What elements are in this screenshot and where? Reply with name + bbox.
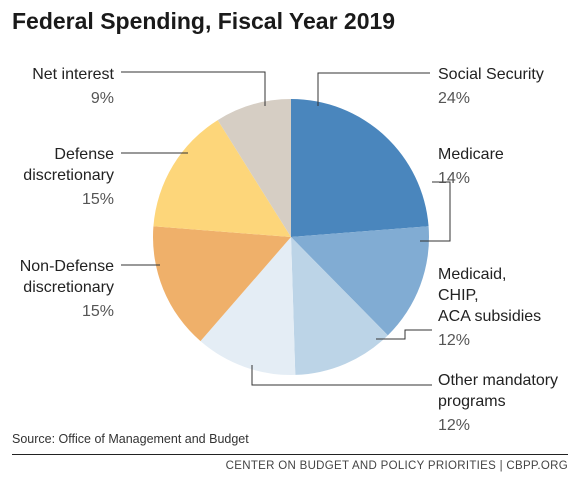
- label-defense: Defense discretionary 15%: [23, 144, 114, 210]
- label-non-defense-pct: 15%: [81, 303, 114, 320]
- pie-slice-non-defense: [153, 226, 291, 342]
- footer-credit: CENTER ON BUDGET AND POLICY PRIORITIES |…: [225, 460, 568, 472]
- label-social-security-pct: 24%: [438, 90, 471, 107]
- label-social-security-name: Social Security: [438, 66, 544, 83]
- label-other-mandatory-line1: Other mandatory: [438, 372, 559, 389]
- pie-slice-social-security: [291, 99, 429, 237]
- label-net-interest-name: Net interest: [32, 66, 114, 83]
- label-defense-pct: 15%: [81, 191, 114, 208]
- leader-medicaid: [376, 329, 432, 340]
- label-medicaid: Medicaid, CHIP, ACA subsidies 12%: [438, 264, 541, 351]
- label-medicaid-line1: Medicaid,: [438, 266, 507, 283]
- leader-medicare: [420, 181, 451, 242]
- label-defense-line1: Defense: [54, 146, 114, 163]
- label-other-mandatory: Other mandatory programs 12%: [438, 370, 558, 436]
- label-social-security: Social Security 24%: [438, 64, 544, 109]
- pie-slice-medicare: [291, 226, 429, 336]
- label-medicare-name: Medicare: [438, 146, 504, 163]
- label-medicaid-pct: 12%: [438, 332, 471, 349]
- chart-title: Federal Spending, Fiscal Year 2019: [12, 8, 396, 34]
- pie-slice-defense: [153, 120, 291, 237]
- label-medicare-pct: 14%: [438, 170, 471, 187]
- label-other-mandatory-pct: 12%: [438, 417, 471, 434]
- source-note: Source: Office of Management and Budget: [12, 432, 249, 446]
- label-non-defense-line1: Non-Defense: [19, 258, 114, 275]
- label-medicaid-line3: ACA subsidies: [438, 308, 542, 325]
- leader-net-interest: [121, 71, 266, 106]
- pie-slice-medicaid: [291, 237, 388, 375]
- label-medicaid-line2: CHIP,: [438, 287, 479, 304]
- label-non-defense: Non-Defense discretionary 15%: [20, 256, 114, 322]
- label-non-defense-line2: discretionary: [23, 279, 114, 296]
- label-net-interest-pct: 9%: [90, 90, 114, 107]
- label-medicare: Medicare 14%: [438, 144, 504, 189]
- leader-social-security: [317, 72, 430, 106]
- label-other-mandatory-line2: programs: [438, 393, 506, 410]
- pie-slice-other-mandatory: [200, 237, 296, 375]
- leader-other-mandatory: [251, 365, 432, 386]
- label-defense-line2: discretionary: [23, 167, 114, 184]
- footer-divider: [12, 454, 568, 455]
- label-net-interest: Net interest 9%: [32, 64, 114, 109]
- pie-slice-net-interest: [217, 99, 291, 237]
